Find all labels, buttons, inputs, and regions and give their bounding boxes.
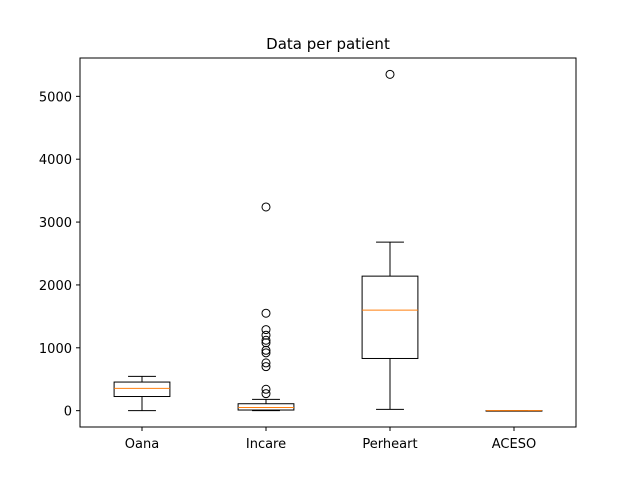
outlier-point bbox=[261, 330, 271, 340]
box-aceso bbox=[485, 410, 543, 412]
box-perheart bbox=[361, 69, 419, 410]
box-oana bbox=[113, 375, 171, 412]
y-tick-label: 5000 bbox=[39, 90, 72, 105]
outlier-point bbox=[385, 69, 395, 79]
outlier-point bbox=[261, 362, 271, 372]
y-tick-label: 2000 bbox=[39, 279, 72, 294]
y-tick-label: 1000 bbox=[39, 342, 72, 357]
x-tick-label: ACESO bbox=[492, 437, 536, 452]
outlier-point bbox=[261, 358, 271, 368]
iqr-box bbox=[361, 275, 419, 359]
plot-area-frame bbox=[79, 57, 577, 428]
iqr-box bbox=[113, 381, 171, 398]
chart-title: Data per patient bbox=[266, 35, 390, 53]
x-tick-label: Incare bbox=[246, 437, 286, 452]
outlier-point bbox=[261, 325, 271, 335]
y-axis: 0 1000 2000 3000 4000 5000 bbox=[39, 90, 80, 420]
x-tick-label: Perheart bbox=[362, 437, 417, 452]
y-tick-label: 0 bbox=[64, 405, 72, 420]
outlier-point bbox=[261, 384, 271, 394]
outlier-point bbox=[261, 348, 271, 358]
iqr-box bbox=[237, 403, 295, 411]
outlier-point bbox=[261, 389, 271, 399]
outlier-point bbox=[261, 308, 271, 318]
box-incare bbox=[237, 202, 295, 412]
box-series bbox=[113, 69, 543, 412]
outlier-point bbox=[261, 202, 271, 212]
y-tick-label: 4000 bbox=[39, 153, 72, 168]
x-tick-label: Oana bbox=[125, 437, 159, 452]
outlier-point bbox=[261, 335, 271, 345]
x-axis: Oana Incare Perheart ACESO bbox=[125, 427, 536, 452]
y-tick-label: 3000 bbox=[39, 216, 72, 231]
